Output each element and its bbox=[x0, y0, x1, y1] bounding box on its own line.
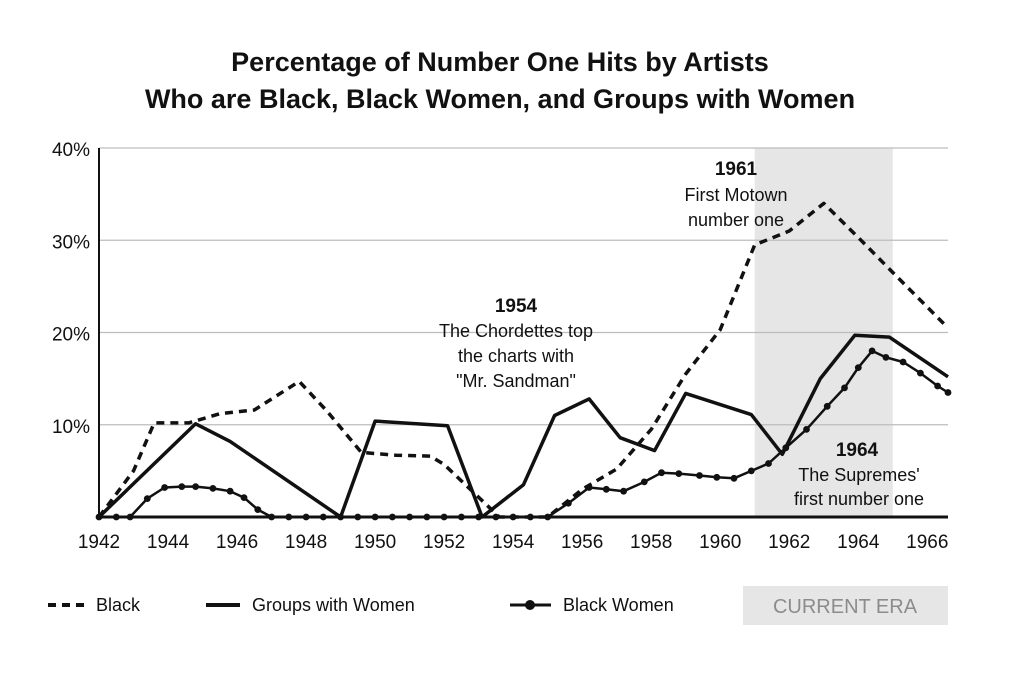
point-black-women-50 bbox=[944, 389, 952, 396]
point-black-women-29 bbox=[585, 484, 593, 491]
point-black-women-40 bbox=[782, 444, 790, 452]
point-black-women-36 bbox=[713, 473, 721, 481]
y-tick-label-20: 20% bbox=[52, 325, 90, 346]
x-tick-label-1958: 1958 bbox=[630, 532, 672, 553]
point-black-women-38 bbox=[747, 467, 755, 475]
point-black-women-8 bbox=[226, 487, 234, 495]
point-black-women-41 bbox=[803, 426, 810, 433]
annotation-1961-line-2: number one bbox=[688, 210, 784, 230]
x-tick-label-1962: 1962 bbox=[768, 532, 810, 553]
point-black-women-35 bbox=[696, 472, 703, 479]
legend-current-era-box bbox=[743, 586, 948, 625]
annotation-1954-line-3: "Mr. Sandman" bbox=[456, 371, 576, 391]
point-black-women-39 bbox=[765, 460, 772, 467]
annotation-1961-line-1: First Motown bbox=[684, 185, 787, 205]
point-black-women-31 bbox=[620, 487, 627, 495]
annotation-1954-line-1: The Chordettes top bbox=[439, 321, 593, 341]
annotation-1954-year: 1954 bbox=[495, 296, 538, 317]
legend-black-women-label: Black Women bbox=[563, 595, 674, 615]
x-tick-label-1950: 1950 bbox=[354, 532, 396, 553]
annotation-1954-line-2: the charts with bbox=[458, 346, 574, 366]
point-black-women-5 bbox=[178, 483, 186, 490]
point-black-women-44 bbox=[854, 364, 862, 371]
annotation-1964-line-1: The Supremes' bbox=[798, 465, 920, 485]
annotation-1961: 1961 First Motown number one bbox=[684, 159, 787, 230]
x-tick-label-1952: 1952 bbox=[423, 532, 465, 553]
point-black-women-37 bbox=[730, 474, 738, 482]
point-black-women-48 bbox=[917, 369, 924, 377]
y-tick-label-10: 10% bbox=[52, 417, 90, 438]
x-tick-label-1954: 1954 bbox=[492, 532, 535, 553]
annotation-1964-line-2: first number one bbox=[794, 489, 924, 509]
point-black-women-46 bbox=[882, 354, 890, 361]
annotation-1961-year: 1961 bbox=[715, 159, 758, 180]
y-tick-label-30: 30% bbox=[52, 232, 90, 253]
chart-title-line-1: Percentage of Number One Hits by Artists bbox=[231, 47, 769, 77]
point-black-women-43 bbox=[841, 384, 848, 392]
point-black-women-30 bbox=[602, 485, 610, 493]
legend-black-women-marker bbox=[525, 600, 535, 610]
legend-groups-with-women-label: Groups with Women bbox=[252, 595, 415, 615]
x-tick-labels: 1942 1944 1946 1948 1950 1952 1954 1956 1958 1960… bbox=[78, 532, 949, 553]
point-black-women-49 bbox=[934, 382, 941, 390]
legend-current-era-label: CURRENT ERA bbox=[773, 596, 918, 618]
y-tick-labels: 10% 20% 30% 40% bbox=[52, 140, 90, 438]
point-black-women-33 bbox=[658, 469, 665, 477]
chart-title-line-2: Who are Black, Black Women, and Groups w… bbox=[145, 84, 855, 114]
series-lines bbox=[95, 201, 952, 521]
point-black-women-6 bbox=[192, 483, 200, 490]
point-black-women-9 bbox=[240, 494, 248, 501]
point-black-women-4 bbox=[161, 484, 169, 491]
point-black-women-28 bbox=[565, 499, 572, 507]
annotation-1964-year: 1964 bbox=[836, 440, 879, 461]
x-tick-label-1944: 1944 bbox=[147, 532, 190, 553]
gridlines bbox=[99, 147, 948, 426]
point-black-women-45 bbox=[868, 347, 876, 355]
point-black-women-47 bbox=[899, 358, 907, 366]
annotation-1954: 1954 The Chordettes top the charts with … bbox=[439, 296, 593, 391]
annotation-1964: 1964 The Supremes' first number one bbox=[794, 440, 924, 509]
x-tick-label-1964: 1964 bbox=[837, 532, 880, 553]
point-black-women-10 bbox=[254, 506, 262, 513]
y-tick-label-40: 40% bbox=[52, 140, 90, 161]
point-black-women-32 bbox=[640, 478, 648, 486]
legend-black-label: Black bbox=[96, 595, 141, 615]
x-tick-label-1948: 1948 bbox=[285, 532, 327, 553]
legend: Black Groups with Women Black Women CURR… bbox=[48, 586, 948, 625]
x-tick-label-1956: 1956 bbox=[561, 532, 603, 553]
x-tick-label-1960: 1960 bbox=[699, 532, 741, 553]
x-tick-label-1946: 1946 bbox=[216, 532, 258, 553]
point-black-women-3 bbox=[143, 495, 151, 502]
x-tick-label-1942: 1942 bbox=[78, 532, 120, 553]
point-black-women-7 bbox=[209, 485, 217, 492]
x-tick-label-1966: 1966 bbox=[906, 532, 948, 553]
point-black-women-34 bbox=[675, 470, 683, 477]
point-black-women-42 bbox=[823, 402, 831, 410]
